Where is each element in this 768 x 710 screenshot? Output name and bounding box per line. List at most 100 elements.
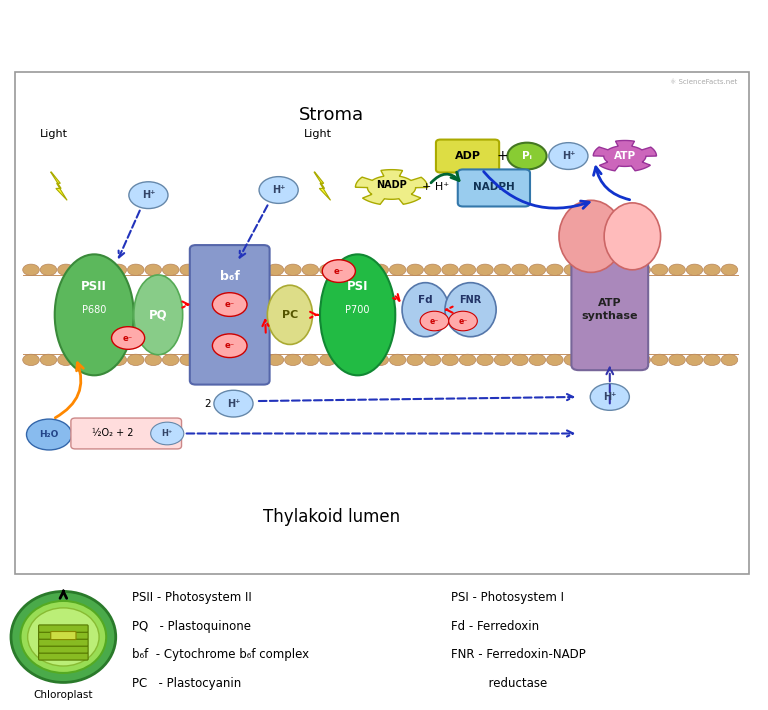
Circle shape	[407, 354, 423, 366]
Circle shape	[721, 264, 738, 275]
Text: Fd - Ferredoxin: Fd - Ferredoxin	[451, 620, 538, 633]
Circle shape	[549, 143, 588, 170]
Circle shape	[617, 354, 633, 366]
Text: PQ: PQ	[149, 308, 167, 322]
Text: Chloroplast: Chloroplast	[34, 690, 93, 700]
Circle shape	[634, 264, 650, 275]
FancyBboxPatch shape	[51, 631, 76, 640]
Circle shape	[425, 354, 441, 366]
Circle shape	[581, 354, 598, 366]
Text: Stroma: Stroma	[299, 106, 364, 124]
Circle shape	[511, 264, 528, 275]
Circle shape	[214, 391, 253, 417]
Text: H⁺: H⁺	[561, 151, 575, 161]
Circle shape	[40, 264, 57, 275]
Circle shape	[250, 264, 266, 275]
Text: b₆f: b₆f	[220, 270, 240, 283]
Text: ADP: ADP	[455, 151, 481, 161]
Circle shape	[23, 354, 39, 366]
Circle shape	[75, 264, 91, 275]
Circle shape	[215, 264, 231, 275]
FancyBboxPatch shape	[71, 418, 181, 449]
Text: ATP
synthase: ATP synthase	[581, 298, 638, 321]
Ellipse shape	[28, 608, 99, 666]
Polygon shape	[593, 141, 657, 171]
Circle shape	[319, 354, 336, 366]
Text: Light-Dependent Reactions: Light-Dependent Reactions	[106, 13, 662, 47]
Circle shape	[337, 264, 353, 275]
Circle shape	[319, 264, 336, 275]
FancyBboxPatch shape	[15, 72, 749, 574]
Circle shape	[389, 354, 406, 366]
Circle shape	[634, 354, 650, 366]
Circle shape	[145, 264, 161, 275]
Text: Fd: Fd	[418, 295, 432, 305]
Ellipse shape	[134, 275, 183, 355]
Circle shape	[389, 264, 406, 275]
Text: FNR - Ferredoxin-NADP: FNR - Ferredoxin-NADP	[451, 648, 585, 661]
Circle shape	[511, 354, 528, 366]
Circle shape	[323, 260, 356, 283]
Ellipse shape	[267, 285, 313, 344]
Text: H⁺: H⁺	[161, 429, 173, 438]
Circle shape	[477, 354, 493, 366]
Circle shape	[250, 354, 266, 366]
Text: PSI: PSI	[347, 280, 369, 293]
Circle shape	[110, 354, 127, 366]
Circle shape	[591, 383, 629, 410]
Circle shape	[337, 354, 353, 366]
Circle shape	[442, 264, 458, 275]
Text: 2: 2	[204, 398, 211, 409]
Text: PSII - Photosystem II: PSII - Photosystem II	[132, 591, 252, 604]
Ellipse shape	[55, 254, 134, 376]
Circle shape	[599, 264, 615, 275]
Text: + H⁺: + H⁺	[422, 182, 449, 192]
Circle shape	[267, 354, 283, 366]
Circle shape	[425, 264, 441, 275]
Circle shape	[259, 177, 298, 203]
Circle shape	[372, 354, 389, 366]
Circle shape	[721, 354, 738, 366]
Circle shape	[564, 264, 581, 275]
Text: e⁻: e⁻	[334, 266, 344, 275]
Circle shape	[285, 354, 301, 366]
Circle shape	[508, 143, 547, 170]
Circle shape	[180, 354, 197, 366]
Text: e⁻: e⁻	[123, 334, 133, 342]
Circle shape	[75, 354, 91, 366]
FancyBboxPatch shape	[190, 245, 270, 385]
Text: ½O₂ + 2: ½O₂ + 2	[92, 429, 134, 439]
Circle shape	[151, 422, 184, 444]
Circle shape	[197, 264, 214, 275]
Text: NADP: NADP	[376, 180, 407, 190]
Text: PSII: PSII	[81, 280, 108, 293]
Circle shape	[302, 264, 319, 275]
Circle shape	[110, 264, 127, 275]
Circle shape	[162, 354, 179, 366]
Text: Light: Light	[41, 129, 68, 138]
Circle shape	[213, 293, 247, 317]
FancyBboxPatch shape	[38, 646, 88, 653]
Circle shape	[111, 327, 144, 349]
Circle shape	[23, 264, 39, 275]
Circle shape	[93, 354, 109, 366]
Circle shape	[669, 354, 685, 366]
Text: P700: P700	[346, 305, 370, 315]
Ellipse shape	[445, 283, 496, 337]
FancyBboxPatch shape	[38, 632, 88, 639]
Text: e⁻: e⁻	[225, 342, 235, 350]
Circle shape	[180, 264, 197, 275]
Circle shape	[267, 264, 283, 275]
Circle shape	[477, 264, 493, 275]
Circle shape	[213, 334, 247, 358]
Circle shape	[232, 354, 249, 366]
Circle shape	[703, 264, 720, 275]
Circle shape	[407, 264, 423, 275]
Circle shape	[302, 354, 319, 366]
FancyBboxPatch shape	[38, 652, 88, 660]
FancyBboxPatch shape	[38, 639, 88, 646]
Text: P680: P680	[82, 305, 107, 315]
Text: FNR: FNR	[459, 295, 482, 305]
Circle shape	[442, 354, 458, 366]
Ellipse shape	[604, 203, 660, 270]
